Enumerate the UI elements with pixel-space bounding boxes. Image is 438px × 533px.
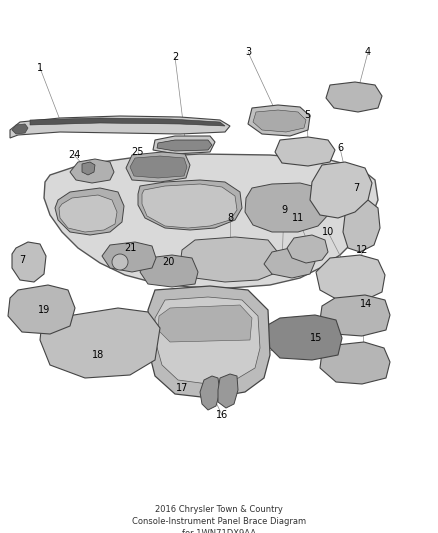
Polygon shape [82, 162, 95, 175]
Polygon shape [10, 116, 230, 138]
Polygon shape [8, 285, 75, 334]
Polygon shape [200, 376, 220, 410]
Polygon shape [140, 255, 198, 287]
Polygon shape [158, 305, 252, 342]
Polygon shape [248, 105, 310, 136]
Polygon shape [126, 152, 190, 182]
Text: 11: 11 [292, 213, 304, 223]
Text: 4: 4 [365, 47, 371, 57]
Polygon shape [155, 297, 260, 384]
Polygon shape [102, 242, 156, 272]
Polygon shape [310, 162, 372, 218]
Text: 17: 17 [176, 383, 188, 393]
Text: 2: 2 [172, 52, 178, 62]
Polygon shape [138, 180, 242, 230]
Text: 3: 3 [245, 47, 251, 57]
Text: 9: 9 [281, 205, 287, 215]
Polygon shape [44, 154, 378, 288]
Circle shape [112, 254, 128, 270]
Polygon shape [245, 183, 330, 232]
Text: 25: 25 [132, 147, 144, 157]
Polygon shape [157, 140, 212, 151]
Polygon shape [30, 118, 225, 126]
Polygon shape [316, 255, 385, 300]
Text: 15: 15 [310, 333, 322, 343]
Polygon shape [70, 159, 114, 183]
Polygon shape [275, 137, 335, 166]
Text: for 1WN71DX9AA: for 1WN71DX9AA [182, 529, 256, 533]
Polygon shape [320, 342, 390, 384]
Polygon shape [55, 188, 124, 235]
Text: 16: 16 [216, 410, 228, 420]
Polygon shape [218, 374, 238, 408]
Polygon shape [264, 315, 342, 360]
Text: 5: 5 [304, 110, 310, 120]
Text: 8: 8 [227, 213, 233, 223]
Polygon shape [12, 242, 46, 282]
Text: Console-Instrument Panel Brace Diagram: Console-Instrument Panel Brace Diagram [132, 517, 306, 526]
Polygon shape [40, 308, 160, 378]
Polygon shape [130, 156, 187, 178]
Text: 10: 10 [322, 227, 334, 237]
Polygon shape [326, 82, 382, 112]
Text: 19: 19 [38, 305, 50, 315]
Text: 24: 24 [68, 150, 80, 160]
Polygon shape [148, 286, 270, 398]
Polygon shape [320, 295, 390, 336]
Text: 14: 14 [360, 299, 372, 309]
Polygon shape [142, 184, 237, 228]
Text: 6: 6 [337, 143, 343, 153]
Polygon shape [12, 124, 28, 134]
Text: 18: 18 [92, 350, 104, 360]
Text: 12: 12 [356, 245, 368, 255]
Text: 1: 1 [37, 63, 43, 73]
Text: 7: 7 [19, 255, 25, 265]
Polygon shape [264, 248, 315, 278]
Polygon shape [253, 110, 306, 132]
Text: 7: 7 [353, 183, 359, 193]
Polygon shape [59, 195, 117, 232]
Polygon shape [343, 200, 380, 252]
Polygon shape [287, 235, 328, 263]
Text: 2016 Chrysler Town & Country: 2016 Chrysler Town & Country [155, 505, 283, 514]
Polygon shape [153, 136, 215, 154]
Polygon shape [180, 237, 280, 282]
Text: 20: 20 [162, 257, 174, 267]
Text: 21: 21 [124, 243, 136, 253]
